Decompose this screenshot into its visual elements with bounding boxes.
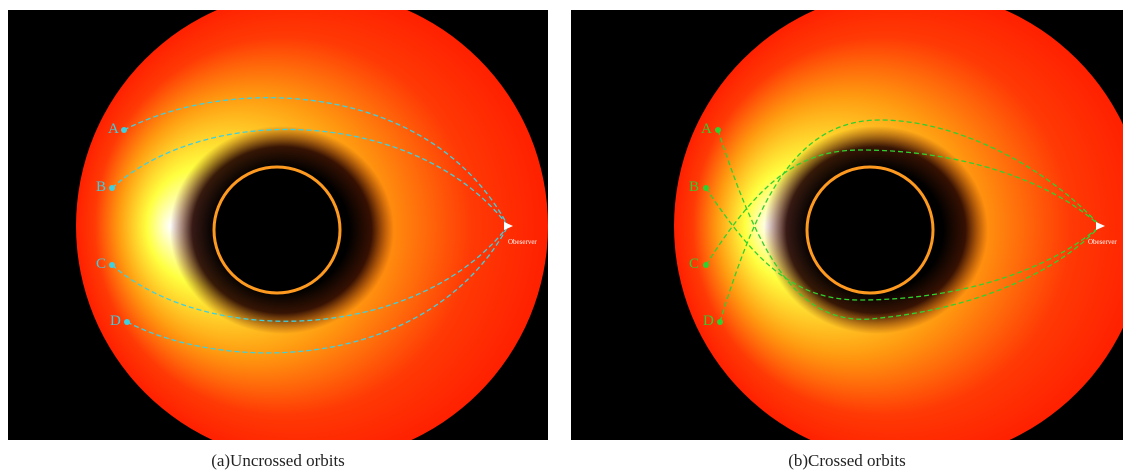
- observer-label: Obeserver: [1088, 238, 1117, 246]
- panel-a: A B C D Obeserver (a)Uncrossed orbits: [8, 0, 548, 470]
- observer-label: Obeserver: [508, 238, 537, 246]
- point-label: D: [110, 313, 121, 329]
- point-label: C: [689, 256, 699, 272]
- caption: (b)Crossed orbits: [788, 451, 906, 470]
- point-label: D: [703, 313, 714, 329]
- point: [124, 319, 130, 325]
- panel-b: A B C D Obeserver (b)Crossed orbits: [571, 0, 1132, 470]
- caption: (a)Uncrossed orbits: [211, 451, 345, 470]
- photon-ring: [807, 167, 933, 293]
- point-label: B: [689, 179, 699, 195]
- point: [109, 185, 115, 191]
- point: [717, 319, 723, 325]
- point: [121, 127, 127, 133]
- point-label: A: [108, 121, 119, 137]
- photon-ring: [214, 167, 340, 293]
- point-label: A: [701, 121, 712, 137]
- point: [715, 127, 721, 133]
- point: [703, 185, 709, 191]
- point: [703, 262, 709, 268]
- point-label: B: [96, 179, 106, 195]
- point: [109, 262, 115, 268]
- point-label: C: [96, 256, 106, 272]
- figure: A B C D Obeserver (a)Uncrossed orbits A …: [0, 0, 1132, 474]
